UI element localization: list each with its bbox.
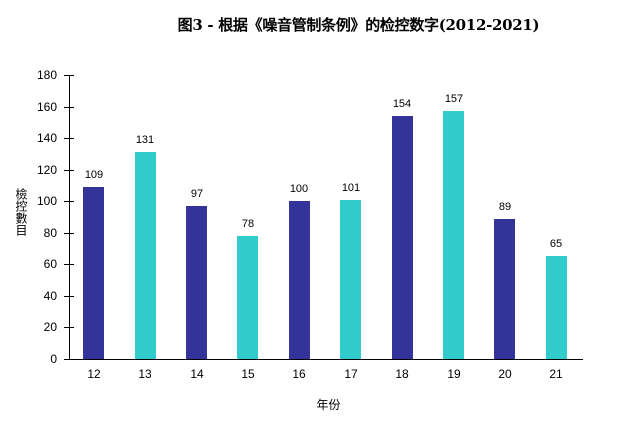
bar-17: [340, 200, 361, 359]
y-tick: [64, 201, 74, 202]
y-tick-label: 140: [36, 131, 57, 145]
y-tick-label: 120: [36, 163, 57, 177]
x-axis-line: [69, 359, 583, 360]
bar-value-label: 78: [241, 218, 255, 230]
y-tick-label: 40: [43, 289, 57, 303]
y-tick: [64, 359, 74, 360]
y-tick: [64, 327, 74, 328]
y-tick: [64, 107, 74, 108]
x-tick-label: 12: [87, 367, 101, 381]
bar-value-label: 97: [190, 188, 204, 200]
y-axis-label: 檢控數目: [14, 188, 28, 236]
y-tick: [64, 138, 74, 139]
y-tick: [64, 296, 74, 297]
y-tick-label: 80: [43, 226, 57, 240]
chart-title: 图3 - 根据《噪音管制条例》的检控数字(2012-2021): [177, 16, 540, 34]
x-tick-label: 18: [395, 367, 409, 381]
y-axis-line: [69, 75, 70, 360]
bar-16: [289, 201, 310, 359]
y-tick: [64, 264, 74, 265]
bar-value-label: 109: [84, 169, 104, 181]
x-tick-label: 21: [549, 367, 563, 381]
y-tick-label: 180: [36, 68, 57, 82]
x-tick-label: 14: [190, 367, 204, 381]
bar-19: [443, 111, 464, 359]
y-tick-label: 20: [43, 320, 57, 334]
bar-21: [546, 256, 567, 359]
bar-14: [186, 206, 207, 359]
bar-value-label: 65: [549, 238, 563, 250]
bar-value-label: 131: [135, 134, 155, 146]
x-axis-label: 年份: [316, 398, 341, 412]
y-tick-label: 160: [36, 100, 57, 114]
bar-value-label: 89: [498, 201, 512, 213]
y-tick-label: 0: [50, 352, 57, 366]
x-tick-label: 13: [138, 367, 152, 381]
x-tick-label: 20: [498, 367, 512, 381]
bar-13: [135, 152, 156, 359]
x-tick-label: 16: [292, 367, 306, 381]
bar-15: [237, 236, 258, 359]
bar-12: [83, 187, 104, 359]
bar-value-label: 101: [341, 182, 361, 194]
y-tick: [64, 233, 74, 234]
y-tick: [64, 75, 74, 76]
y-tick: [64, 170, 74, 171]
bar-value-label: 100: [289, 183, 309, 195]
x-tick-label: 17: [344, 367, 358, 381]
bar-value-label: 157: [444, 93, 464, 105]
x-tick-label: 15: [241, 367, 255, 381]
x-tick-label: 19: [447, 367, 461, 381]
y-tick-label: 60: [43, 257, 57, 271]
bar-18: [392, 116, 413, 359]
bar-value-label: 154: [392, 98, 412, 110]
y-tick-label: 100: [36, 194, 57, 208]
bar-20: [494, 219, 515, 359]
